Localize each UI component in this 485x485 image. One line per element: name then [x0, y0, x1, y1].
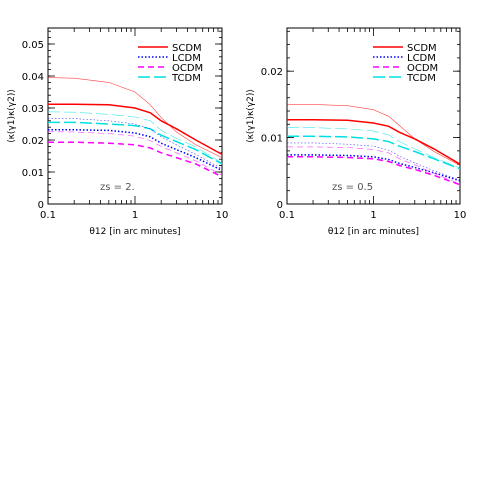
y-tick-label: 0.01 [22, 168, 44, 179]
x-tick-label: 0.1 [279, 210, 295, 221]
legend-label-lcdm: LCDM [407, 53, 436, 64]
chart-panel-2: 0.1 1 10 0 0.01 0.02 θ12 [in arc minutes] ⟨κ(γ1… [246, 27, 467, 237]
series-line-scdm-thin [287, 104, 461, 166]
series-line-lcdm-thick [48, 129, 223, 172]
series-line-ocdm-thin [287, 146, 461, 185]
redshift-annotation: zs = 2. [100, 182, 135, 193]
series-line-scdm-thick [287, 118, 461, 165]
y-tick-label: 0.02 [22, 136, 44, 147]
legend-label-scdm: SCDM [407, 43, 437, 54]
legend-label-tcdm: TCDM [406, 73, 436, 84]
series-line-ocdm-thin [47, 131, 223, 176]
y-tick-label: 0.02 [261, 67, 283, 78]
chart-panel-1: 0.1 1 10 0 0.01 0.02 0.03 0.04 0.05 θ12 [in arc m… [7, 27, 229, 237]
x-tick-label: 10 [454, 210, 467, 221]
y-axis-label: ⟨κ(γ1)κ(γ2)⟩ [246, 89, 256, 143]
y-tick-label: 0 [38, 200, 44, 211]
x-tick-label: 1 [132, 210, 138, 221]
legend-label-ocdm: OCDM [172, 63, 203, 74]
y-tick-label: 0.04 [22, 72, 44, 83]
y-tick-label: 0.03 [22, 104, 44, 115]
legend-label-tcdm: TCDM [171, 73, 201, 84]
series-line-lcdm-thin [287, 142, 461, 181]
x-tick-label: 10 [216, 210, 229, 221]
legend-label-lcdm: LCDM [172, 53, 201, 64]
x-tick-label: 1 [370, 210, 376, 221]
series-line-scdm-thick [48, 103, 223, 156]
y-axis-label: ⟨κ(γ1)κ(γ2)⟩ [7, 89, 17, 143]
legend-label-scdm: SCDM [172, 43, 202, 54]
x-axis-label: θ12 [in arc minutes] [89, 227, 180, 237]
series-line-tcdm-thick [287, 135, 461, 170]
series-line-lcdm-thick [287, 154, 461, 182]
x-axis-label: θ12 [in arc minutes] [328, 227, 419, 237]
series-line-lcdm-thin [47, 117, 223, 170]
y-tick-label: 0.05 [22, 40, 44, 51]
series-line-ocdm-thick [48, 141, 223, 178]
redshift-annotation: zs = 0.5 [332, 182, 373, 193]
series-line-tcdm-thick [48, 121, 223, 165]
series-line-scdm-thin [47, 77, 223, 158]
y-tick-label: 0.01 [261, 134, 283, 145]
x-tick-label: 0.1 [40, 210, 56, 221]
series-line-tcdm-thin [47, 111, 223, 164]
legend-label-ocdm: OCDM [407, 63, 438, 74]
y-tick-label: 0 [277, 200, 283, 211]
series-line-tcdm-thin [287, 127, 461, 169]
series-line-ocdm-thick [287, 156, 461, 186]
